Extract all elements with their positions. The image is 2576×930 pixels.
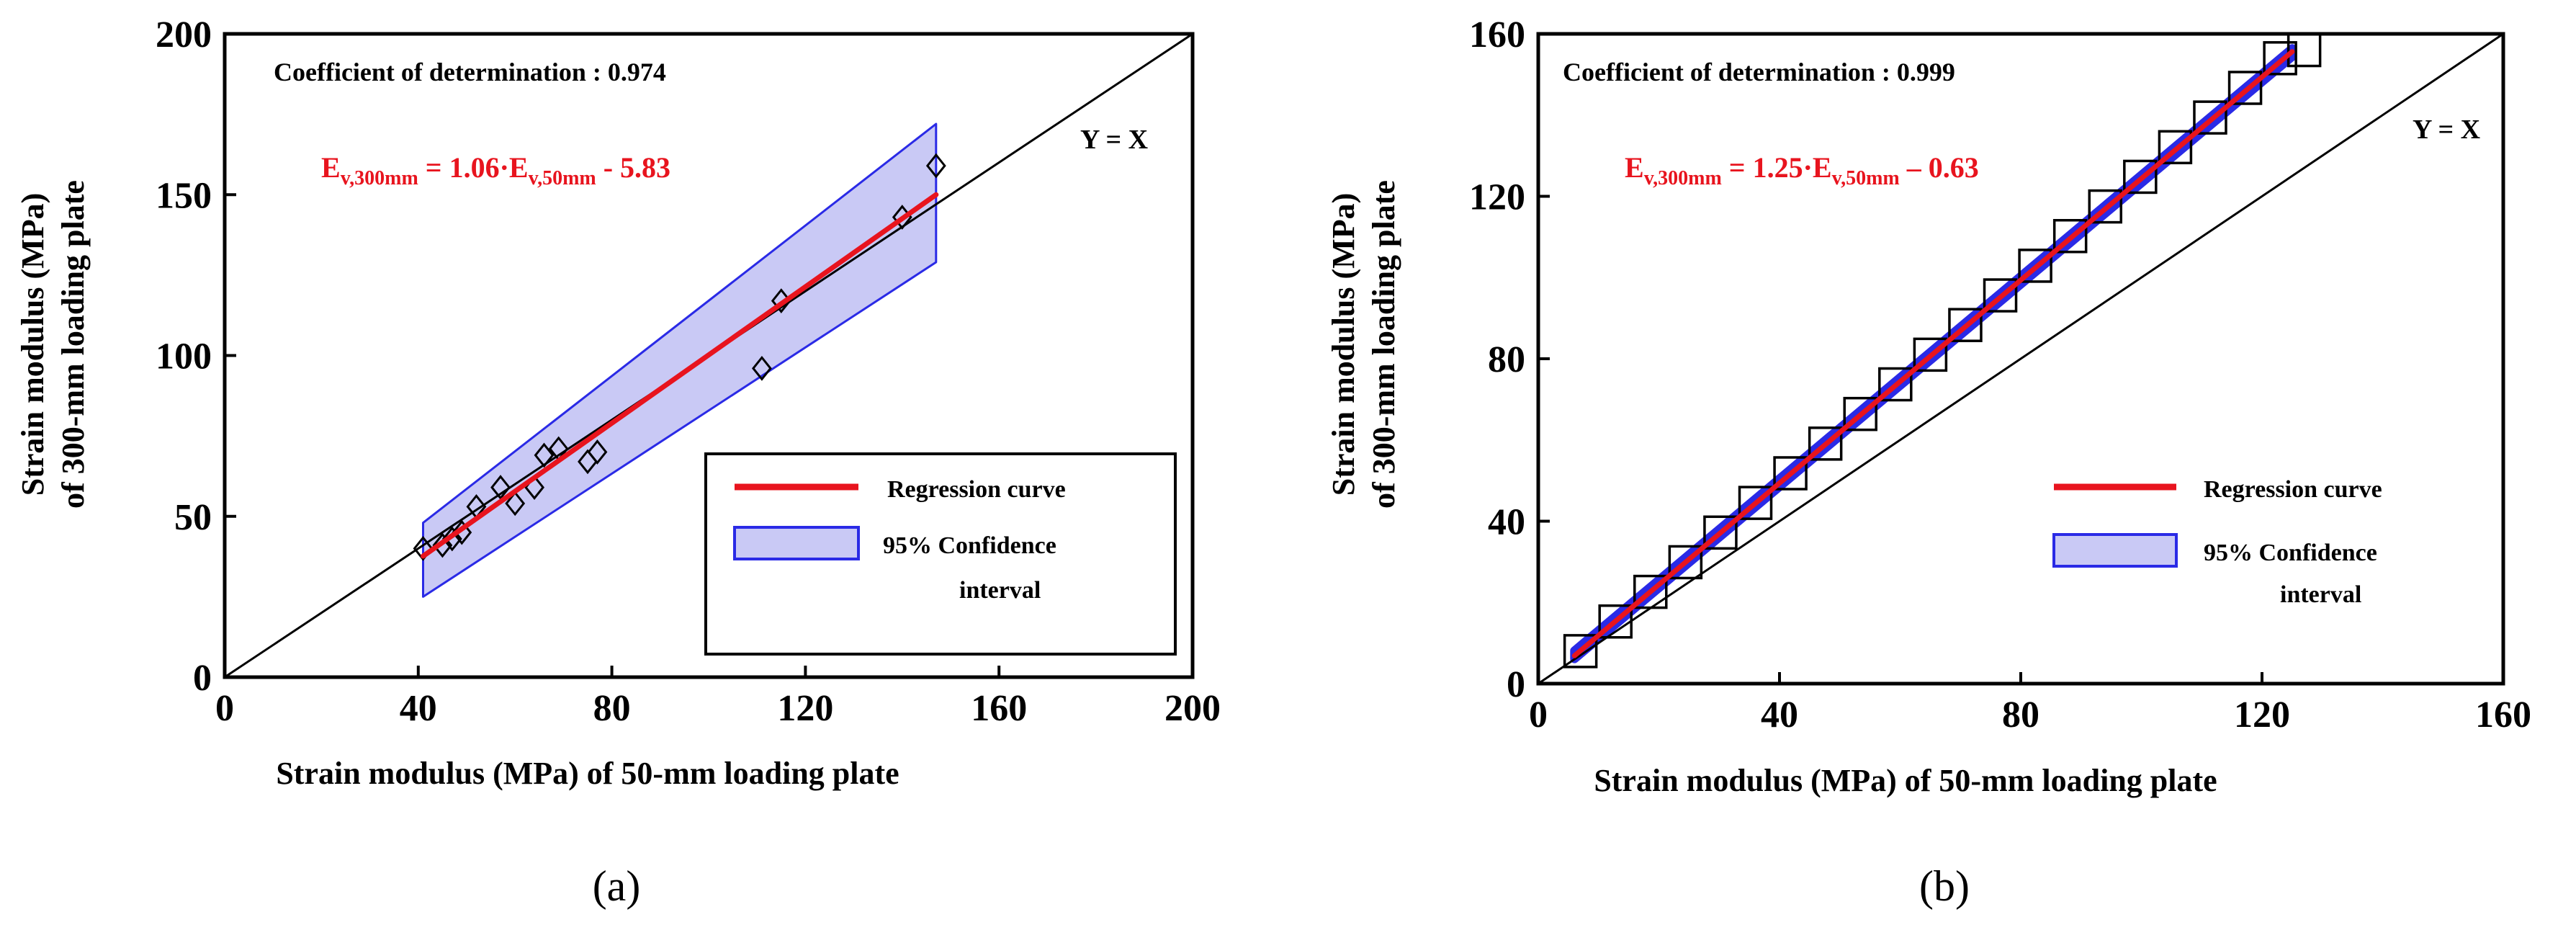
x-tick-label-b-4: 160 <box>2475 694 2531 735</box>
x-tick-label-a-2: 80 <box>593 688 631 729</box>
y-tick-label-a-2: 100 <box>156 336 212 377</box>
legend-ci-label-line1-b: 95% Confidence <box>2204 540 2377 566</box>
eq-a-mid: = 1.06·E <box>418 151 529 184</box>
chart-a: 0 40 80 120 160 200 0 50 100 150 200 Coefficient o… <box>15 14 1221 910</box>
x-axis-label-b: Strain modulus (MPa) of 50-mm loading pl… <box>1594 763 2217 798</box>
caption-b: (b) <box>1919 862 1970 910</box>
identity-line-path-b <box>1538 32 2504 685</box>
data-points-b <box>1563 32 2322 669</box>
data-point-b-18 <box>2193 100 2227 135</box>
data-point-a-12 <box>751 355 772 381</box>
data-point-a-5 <box>490 475 511 500</box>
legend-ci-label-line1-a: 95% Confidence <box>883 532 1056 559</box>
legend-ci-label-line2-b: interval <box>2280 581 2361 608</box>
data-point-a-6 <box>505 491 526 517</box>
data-point-a-0 <box>413 535 434 561</box>
x-tick-label-a-5: 200 <box>1164 688 1221 729</box>
regression-line-path-b <box>1571 49 2295 658</box>
ticks-b: 0 40 80 120 160 0 40 80 120 160 <box>1469 14 2531 735</box>
eq-a-sub1: v,300mm <box>341 167 418 189</box>
data-point-a-1 <box>432 532 453 558</box>
identity-line-b <box>1538 32 2504 685</box>
identity-label-b: Y = X <box>2413 115 2480 145</box>
coefficient-text-b: Coefficient of determination : 0.999 <box>1563 58 1955 86</box>
data-point-b-6 <box>1773 456 1808 491</box>
x-tick-label-b-1: 40 <box>1761 694 1798 735</box>
eq-a-sub2: v,50mm <box>529 167 596 189</box>
x-tick-label-a-1: 40 <box>400 688 437 729</box>
eq-a-e1: E <box>321 151 341 184</box>
x-tick-label-a-3: 120 <box>777 688 833 729</box>
data-point-b-17 <box>2158 130 2193 165</box>
eq-b-mid: = 1.25·E <box>1722 151 1832 184</box>
regression-line-path-a <box>421 192 939 559</box>
eq-b-sub1: v,300mm <box>1644 167 1722 189</box>
x-tick-label-b-3: 120 <box>2234 694 2290 735</box>
data-point-b-12 <box>1983 278 2018 313</box>
y-axis-label-line2-b: of 300-mm loading plate <box>1366 180 1401 509</box>
y-axis-label-line2-a: of 300-mm loading plate <box>55 180 91 509</box>
data-point-b-10 <box>1913 337 1948 372</box>
y-tick-label-a-3: 150 <box>156 175 212 216</box>
identity-label-a: Y = X <box>1080 125 1148 155</box>
legend-b: Regression curve 95% Confidence interval <box>2052 476 2382 608</box>
data-point-b-13 <box>2018 249 2052 283</box>
data-point-b-20 <box>2263 41 2297 76</box>
data-point-b-16 <box>2123 159 2158 195</box>
y-axis-label-line1-a: Strain modulus (MPa) <box>15 193 50 496</box>
y-tick-label-b-1: 40 <box>1488 502 1525 543</box>
regression-line-b <box>1571 49 2295 658</box>
y-axis-label-line1-b: Strain modulus (MPa) <box>1326 193 1361 496</box>
y-tick-label-a-1: 50 <box>174 497 212 538</box>
data-point-b-14 <box>2052 218 2088 254</box>
coefficient-text-a: Coefficient of determination : 0.974 <box>274 58 666 86</box>
x-tick-label-a-0: 0 <box>215 688 234 729</box>
data-point-b-8 <box>1843 396 1877 432</box>
y-tick-label-b-0: 0 <box>1507 664 1525 705</box>
legend-regression-label-a: Regression curve <box>887 476 1066 503</box>
legend-ci-label-line2-a: interval <box>959 577 1041 604</box>
ticks-a: 0 40 80 120 160 200 0 50 100 150 200 <box>156 14 1221 729</box>
eq-b-sub2: v,50mm <box>1832 167 1900 189</box>
eq-a-tail: - 5.83 <box>596 151 670 184</box>
data-point-b-5 <box>1738 486 1773 520</box>
x-tick-label-a-4: 160 <box>971 688 1027 729</box>
data-point-a-3 <box>452 519 472 545</box>
legend-a: Regression curve 95% Confidence interval <box>704 452 1177 656</box>
regression-equation-b: Ev,300mm = 1.25·Ev,50mm – 0.63 <box>1625 151 1979 189</box>
y-tick-label-b-2: 80 <box>1488 339 1525 380</box>
data-point-a-11 <box>587 439 608 465</box>
caption-a: (a) <box>593 862 641 910</box>
legend-regression-label-b: Regression curve <box>2204 476 2382 503</box>
legend-ci-swatch-a <box>733 526 860 560</box>
y-tick-label-a-4: 200 <box>156 14 212 55</box>
x-tick-label-b-2: 80 <box>2002 694 2039 735</box>
regression-line-a <box>421 192 939 559</box>
data-point-b-4 <box>1703 515 1738 550</box>
y-tick-label-b-3: 120 <box>1469 177 1525 218</box>
data-point-a-15 <box>925 153 946 179</box>
data-point-b-9 <box>1878 367 1913 402</box>
data-point-b-19 <box>2227 71 2263 105</box>
legend-ci-swatch-b <box>2052 533 2178 568</box>
y-tick-label-a-0: 0 <box>193 658 212 699</box>
data-point-a-2 <box>441 526 462 552</box>
data-point-b-7 <box>1808 426 1843 461</box>
x-axis-label-a: Strain modulus (MPa) of 50-mm loading pl… <box>276 756 899 791</box>
x-tick-label-b-0: 0 <box>1529 694 1548 735</box>
eq-b-tail: – 0.63 <box>1900 151 1979 184</box>
data-point-b-0 <box>1563 634 1598 669</box>
y-tick-label-b-4: 160 <box>1469 14 1525 55</box>
data-point-b-11 <box>1948 308 1983 342</box>
eq-b-e1: E <box>1625 151 1644 184</box>
chart-b: 0 40 80 120 160 0 40 80 120 160 Coefficient of de… <box>1326 14 2531 910</box>
regression-equation-a: Ev,300mm = 1.06·Ev,50mm - 5.83 <box>321 151 670 189</box>
data-point-a-8 <box>534 442 555 468</box>
data-point-b-2 <box>1633 574 1668 609</box>
data-point-b-3 <box>1668 545 1703 580</box>
data-point-b-1 <box>1598 604 1633 639</box>
data-point-b-15 <box>2088 189 2122 224</box>
